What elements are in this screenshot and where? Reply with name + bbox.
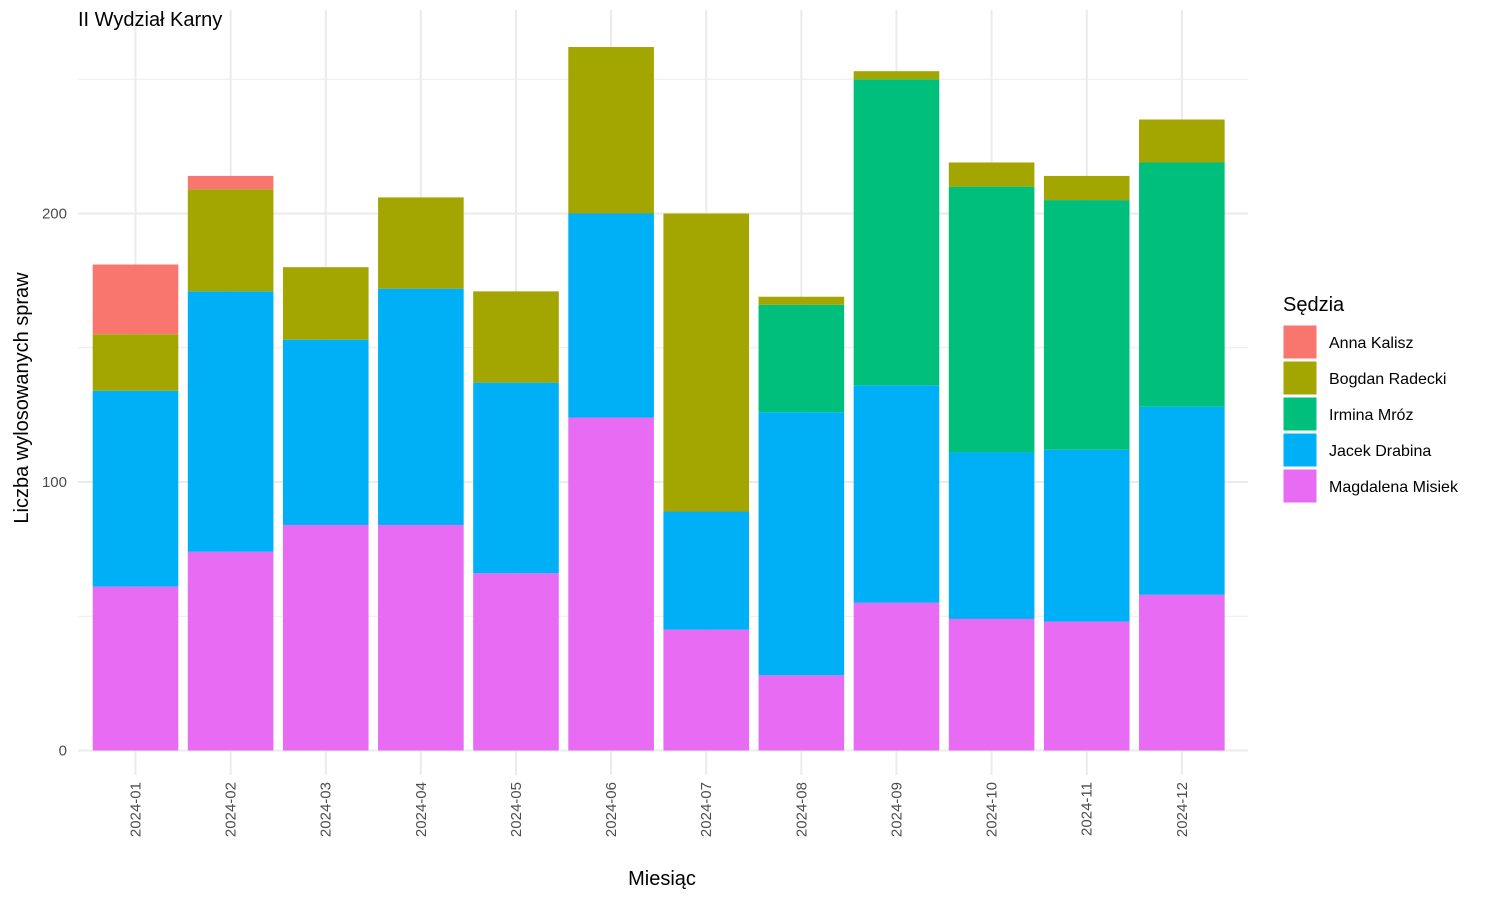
x-tick-label: 2024-02	[223, 782, 240, 837]
legend-title: Sędzia	[1283, 294, 1345, 316]
x-tick-label: 2024-03	[318, 782, 335, 837]
x-tick-label: 2024-01	[128, 782, 145, 837]
bar-segment	[378, 197, 464, 289]
x-tick-label: 2024-04	[413, 782, 430, 837]
bar-segment	[1139, 162, 1225, 407]
x-tick-label: 2024-08	[793, 782, 810, 837]
bar-segment	[663, 511, 750, 630]
bar-segment	[282, 267, 369, 340]
legend-label: Bogdan Radecki	[1329, 371, 1446, 388]
bar-segment	[853, 602, 940, 751]
bar-segment	[758, 412, 845, 676]
bar-segment	[853, 79, 940, 386]
bar-segment	[948, 452, 1035, 619]
bar-segment	[758, 675, 845, 751]
bar-segment	[948, 186, 1035, 453]
bar-segment	[187, 175, 274, 190]
bar-segment	[92, 390, 179, 587]
bar-segment	[92, 334, 179, 391]
legend-label: Magdalena Misiek	[1329, 479, 1459, 496]
bar-segment	[187, 551, 274, 751]
legend-label: Irmina Mróz	[1329, 407, 1413, 424]
bar-segment	[1139, 594, 1225, 751]
legend-label: Anna Kalisz	[1329, 335, 1414, 352]
legend-swatch	[1282, 432, 1318, 468]
bar-segment	[378, 288, 464, 525]
bar-segment	[473, 573, 559, 751]
x-tick-label: 2024-11	[1079, 782, 1096, 836]
bar-segment	[568, 417, 654, 751]
bar-segment	[663, 629, 750, 751]
legend: Sędzia Anna Kalisz Bogdan Radecki Irmina M…	[1282, 294, 1459, 504]
bar-segment	[853, 385, 940, 603]
bar-segment	[92, 264, 179, 335]
bar-segment	[758, 296, 845, 305]
y-axis-title: Liczba wylosowanych spraw	[11, 272, 33, 524]
bar-segment	[282, 524, 369, 751]
legend-swatch	[1282, 396, 1318, 432]
bar-segment	[1139, 119, 1225, 163]
bar-segment	[663, 213, 750, 512]
bar-segment	[473, 382, 559, 574]
bar-segment	[948, 162, 1035, 187]
bar-segment	[187, 189, 274, 292]
legend-swatch	[1282, 360, 1318, 396]
bar-segment	[568, 47, 654, 214]
y-tick-label: 100	[42, 474, 67, 491]
bar-segment	[1043, 621, 1130, 751]
legend-swatch	[1282, 468, 1318, 504]
x-axis-ticks: 2024-01 2024-02 2024-03 2024-04 2024-05 2024-…	[128, 782, 1191, 837]
y-tick-label: 0	[59, 743, 67, 760]
x-tick-label: 2024-05	[508, 782, 525, 837]
bar-segment	[1043, 175, 1130, 201]
x-tick-label: 2024-09	[888, 782, 905, 837]
legend-label: Jacek Drabina	[1329, 443, 1431, 460]
bar-segment	[568, 213, 654, 418]
bar-segment	[378, 524, 464, 751]
x-tick-label: 2024-12	[1174, 782, 1191, 837]
bar-segment	[1139, 406, 1225, 595]
y-axis-ticks: 0 100 200	[42, 206, 67, 760]
bar-segment	[1043, 200, 1130, 450]
y-tick-label: 200	[42, 206, 67, 223]
bar-segment	[282, 339, 369, 525]
x-axis-title: Miesiąc	[628, 868, 696, 890]
legend-swatch	[1282, 324, 1318, 360]
bar-segment	[92, 586, 179, 751]
chart-title: II Wydział Karny	[78, 9, 222, 31]
bar-segment	[758, 304, 845, 413]
bar-segment	[187, 291, 274, 552]
bars	[92, 47, 1225, 751]
bar-segment	[1043, 449, 1130, 622]
bar-segment	[473, 291, 559, 383]
bar-segment	[853, 71, 940, 80]
bar-segment	[948, 618, 1035, 751]
x-tick-label: 2024-10	[984, 782, 1001, 837]
x-tick-label: 2024-07	[698, 782, 715, 837]
x-tick-label: 2024-06	[603, 782, 620, 837]
